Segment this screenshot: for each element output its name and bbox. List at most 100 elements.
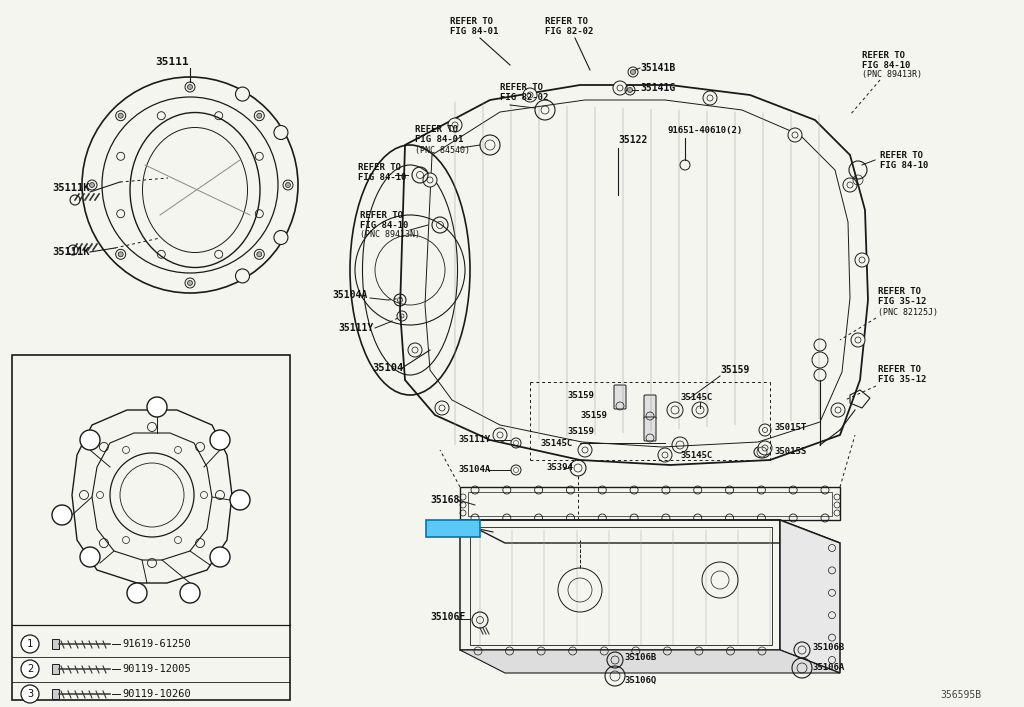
Text: FIG 84-01: FIG 84-01 [450, 28, 499, 37]
Text: 1: 1 [154, 402, 161, 412]
Circle shape [423, 173, 437, 187]
Circle shape [631, 69, 636, 74]
Circle shape [22, 635, 39, 653]
Polygon shape [460, 520, 840, 543]
Polygon shape [780, 520, 840, 673]
Text: 90119-10260: 90119-10260 [122, 689, 190, 699]
Text: 35111K: 35111K [52, 183, 89, 193]
Text: REFER TO: REFER TO [878, 288, 921, 296]
Circle shape [758, 441, 772, 455]
Circle shape [831, 403, 845, 417]
Text: 2: 2 [237, 495, 244, 505]
Text: 3: 3 [58, 510, 66, 520]
Circle shape [613, 81, 627, 95]
Circle shape [435, 401, 449, 415]
Text: FIG 84-10: FIG 84-10 [880, 160, 929, 170]
Circle shape [449, 118, 462, 132]
Circle shape [22, 660, 39, 678]
Circle shape [230, 490, 250, 510]
Text: 35141B: 35141B [640, 63, 675, 73]
FancyBboxPatch shape [644, 395, 656, 419]
Text: FIG 35-12: FIG 35-12 [878, 375, 927, 385]
Circle shape [843, 178, 857, 192]
Text: 356595B: 356595B [940, 690, 981, 700]
Text: 2: 2 [27, 664, 33, 674]
Text: 91619-61250: 91619-61250 [122, 639, 190, 649]
Text: (PNC 84540): (PNC 84540) [415, 146, 470, 155]
Text: 91651-40610(2): 91651-40610(2) [668, 126, 743, 134]
Circle shape [408, 343, 422, 357]
Text: 35145C: 35145C [680, 394, 713, 402]
Text: (PNC 89413R): (PNC 89413R) [862, 71, 922, 79]
Text: 1: 1 [217, 435, 223, 445]
Text: REFER TO: REFER TO [500, 83, 543, 93]
Text: 35159: 35159 [567, 428, 594, 436]
Text: FIG 84-10: FIG 84-10 [358, 173, 407, 182]
Text: 35394: 35394 [546, 464, 572, 472]
Text: 35104: 35104 [372, 363, 403, 373]
Circle shape [52, 505, 72, 525]
Text: 35104A: 35104A [332, 290, 368, 300]
Text: 35106: 35106 [437, 524, 469, 534]
Circle shape [127, 583, 147, 603]
Text: 35168: 35168 [430, 495, 460, 505]
Circle shape [118, 113, 123, 118]
Text: REFER TO: REFER TO [880, 151, 923, 160]
Text: (PNC 89413N): (PNC 89413N) [360, 230, 420, 240]
Circle shape [22, 685, 39, 703]
Circle shape [855, 253, 869, 267]
Circle shape [578, 443, 592, 457]
Circle shape [210, 547, 230, 567]
Circle shape [80, 430, 100, 450]
Circle shape [180, 583, 200, 603]
Text: 35106B: 35106B [624, 653, 656, 662]
Text: 35106Q: 35106Q [624, 675, 656, 684]
Circle shape [493, 428, 507, 442]
Circle shape [257, 113, 262, 118]
Text: REFER TO: REFER TO [360, 211, 403, 219]
Text: 35111Y: 35111Y [458, 436, 490, 445]
Text: 1: 1 [27, 639, 33, 649]
Circle shape [187, 85, 193, 90]
Polygon shape [460, 650, 840, 673]
Text: 35106F: 35106F [430, 612, 465, 622]
FancyBboxPatch shape [426, 520, 480, 537]
FancyBboxPatch shape [644, 417, 656, 441]
FancyBboxPatch shape [52, 639, 59, 649]
Text: REFER TO: REFER TO [545, 18, 588, 26]
Text: 35111: 35111 [155, 57, 188, 67]
FancyBboxPatch shape [12, 355, 290, 700]
Text: 35111Y: 35111Y [338, 323, 374, 333]
Circle shape [118, 252, 123, 257]
Text: 35122: 35122 [618, 135, 647, 145]
Text: FIG 84-10: FIG 84-10 [862, 61, 910, 69]
Text: 35106B: 35106B [812, 643, 844, 651]
Text: 2: 2 [217, 552, 223, 562]
Circle shape [274, 230, 288, 245]
Text: REFER TO: REFER TO [862, 50, 905, 59]
Text: 35106A: 35106A [812, 663, 844, 672]
Text: 3: 3 [87, 552, 93, 562]
Text: FIG 82-02: FIG 82-02 [500, 93, 549, 103]
Text: (PNC 82125J): (PNC 82125J) [878, 308, 938, 317]
Circle shape [147, 397, 167, 417]
Circle shape [788, 128, 802, 142]
Text: 35104A: 35104A [458, 465, 490, 474]
FancyBboxPatch shape [52, 689, 59, 699]
Circle shape [236, 269, 250, 283]
Text: REFER TO: REFER TO [878, 366, 921, 375]
Text: FIG 82-02: FIG 82-02 [545, 28, 593, 37]
FancyBboxPatch shape [614, 385, 626, 409]
Text: 1: 1 [87, 435, 93, 445]
Text: 90119-12005: 90119-12005 [122, 664, 190, 674]
FancyBboxPatch shape [52, 664, 59, 674]
Circle shape [236, 87, 250, 101]
Text: 35111K: 35111K [52, 247, 89, 257]
Circle shape [658, 448, 672, 462]
Text: FIG 84-10: FIG 84-10 [360, 221, 409, 230]
Text: 35145C: 35145C [540, 438, 572, 448]
Text: 35159: 35159 [580, 411, 607, 419]
Circle shape [703, 91, 717, 105]
Text: 35145C: 35145C [680, 450, 713, 460]
Text: 3: 3 [27, 689, 33, 699]
